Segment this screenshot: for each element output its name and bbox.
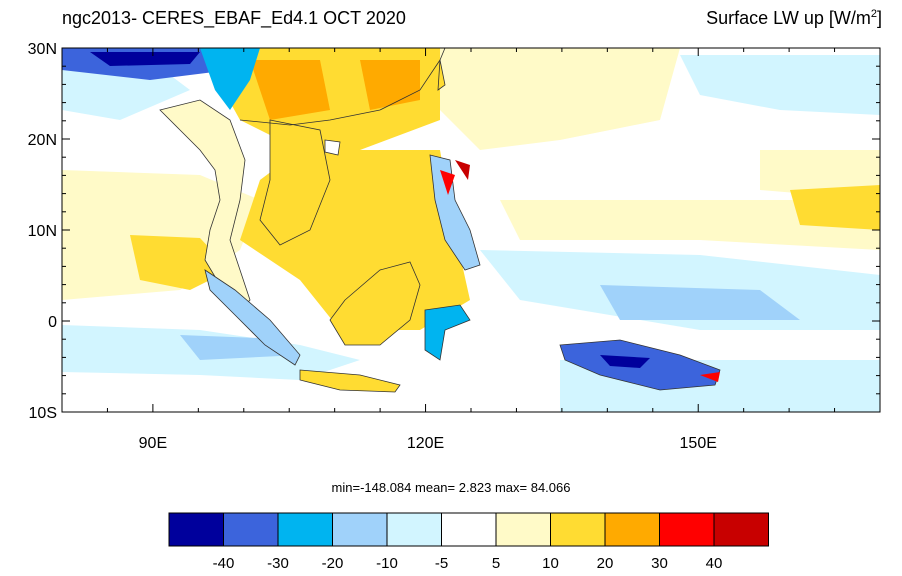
colorbar-swatch: [386, 512, 442, 547]
colorbar-label: 40: [706, 555, 723, 572]
colorbar-swatch: [550, 512, 606, 547]
mean-value: 2.823: [458, 480, 492, 495]
colorbar-swatch: [223, 512, 279, 547]
colorbar-label: -20: [322, 555, 344, 572]
mean-label: mean=: [415, 480, 456, 495]
axis-ticks: 30N 20N 10N 0 10S 90E 120E 150E: [28, 41, 881, 452]
colorbar-label: 10: [542, 555, 559, 572]
colorbar-swatch: [604, 512, 660, 547]
variable-title-main: Surface LW up [W/m: [706, 8, 871, 28]
lon-tick-label: 90E: [139, 435, 167, 452]
lon-tick-label: 150E: [680, 435, 717, 452]
lat-tick-label: 30N: [28, 41, 57, 58]
lon-tick-label: 120E: [407, 435, 444, 452]
lat-tick-label: 10N: [28, 223, 57, 240]
lat-tick-label: 20N: [28, 132, 57, 149]
colorbar-label: -40: [213, 555, 235, 572]
variable-title-exponent: 2: [870, 8, 877, 20]
colorbar-label: -10: [376, 555, 398, 572]
colorbar: -40 -30 -20 -10 -5 5 10 20 30 40: [168, 512, 769, 572]
colorbar-label: 20: [597, 555, 614, 572]
colorbar-swatch: [659, 512, 715, 547]
max-label: max=: [494, 480, 528, 495]
colorbar-swatch: [713, 512, 769, 547]
variable-title: Surface LW up [W/m2]: [706, 8, 882, 29]
max-value: 84.066: [530, 480, 571, 495]
colorbar-swatch: [277, 512, 333, 547]
min-value: -148.084: [360, 480, 412, 495]
colorbar-label: -30: [267, 555, 289, 572]
colorbar-label: 5: [492, 555, 500, 572]
variable-title-end: ]: [876, 8, 882, 28]
min-label: min=: [331, 480, 361, 495]
map-field: [62, 48, 880, 412]
stats-line: min=-148.084 mean= 2.823 max= 84.066: [0, 480, 902, 495]
colorbar-swatch: [441, 512, 497, 547]
colorbar-swatch: [495, 512, 551, 547]
map-title: ngc2013- CERES_EBAF_Ed4.1 OCT 2020: [62, 8, 406, 28]
colorbar-label: 30: [651, 555, 668, 572]
colorbar-swatch: [332, 512, 388, 547]
colorbar-label: -5: [435, 555, 448, 572]
lat-tick-label: 10S: [29, 405, 57, 422]
colorbar-swatch: [168, 512, 224, 547]
lat-tick-label: 0: [48, 314, 57, 331]
